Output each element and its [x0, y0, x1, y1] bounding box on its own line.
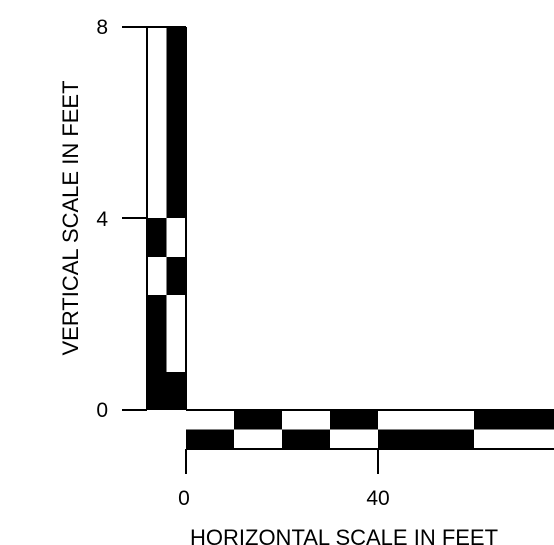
vertical-scale-segment-right-1: [166, 27, 186, 122]
vertical-scale-segment-left-3: [147, 218, 167, 257]
vertical-scale-segment-left-6: [147, 334, 167, 372]
vertical-scale-segment-left-1: [147, 27, 167, 122]
horizontal-tick-label-40: 40: [366, 487, 389, 510]
vertical-scale-segment-right-5: [166, 295, 186, 334]
vertical-scale-segment-left-7: [147, 372, 167, 410]
horizontal-axis-title: HORIZONTAL SCALE IN FEET: [190, 525, 498, 545]
vertical-scale-segment-right-2: [166, 122, 186, 218]
horizontal-scale-segment-bottom-6: [474, 429, 554, 449]
vertical-scale-segment-left-5: [147, 295, 167, 334]
horizontal-scale-segment-top-5: [378, 410, 474, 430]
vertical-scale-segment-right-7: [166, 372, 186, 410]
horizontal-scale-segment-top-2: [234, 410, 282, 430]
vertical-scale-segment-left-4: [147, 257, 167, 295]
vertical-tick-label-0: 0: [96, 399, 108, 422]
horizontal-scale-segment-top-1: [186, 410, 234, 430]
horizontal-scale-segment-top-6: [474, 410, 554, 430]
vertical-tick-label-4: 4: [96, 208, 108, 231]
vertical-scale-segment-right-4: [166, 257, 186, 295]
vertical-scale-bar: [147, 27, 186, 410]
horizontal-scale-segment-bottom-4: [330, 429, 378, 449]
horizontal-tick-label-0: 0: [178, 487, 190, 510]
vertical-scale-segment-right-6: [166, 334, 186, 372]
horizontal-scale-bar: [186, 410, 554, 449]
horizontal-scale-segment-bottom-1: [186, 429, 234, 449]
horizontal-scale-segment-bottom-5: [378, 429, 474, 449]
horizontal-scale-segment-bottom-2: [234, 429, 282, 449]
vertical-scale-segment-left-2: [147, 122, 167, 218]
horizontal-scale-segment-top-4: [330, 410, 378, 430]
horizontal-scale-segment-top-3: [282, 410, 330, 430]
vertical-tick-label-8: 8: [96, 16, 108, 39]
vertical-axis-title: VERTICAL SCALE IN FEET: [58, 80, 83, 355]
horizontal-scale-segment-bottom-3: [282, 429, 330, 449]
vertical-scale-segment-right-3: [166, 218, 186, 257]
